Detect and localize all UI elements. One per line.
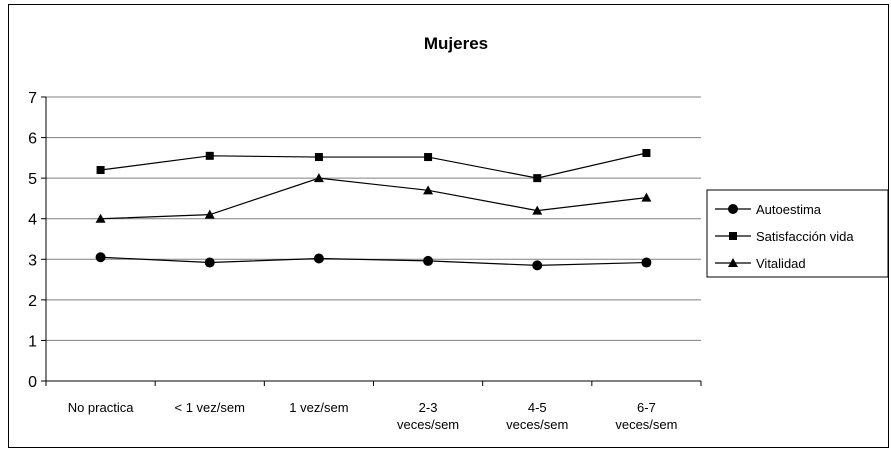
gridlines [46, 96, 701, 341]
legend-label-autoestima: Autoestima [756, 202, 822, 217]
y-tick-label-4: 4 [28, 212, 37, 229]
legend-label-vitalidad: Vitalidad [756, 256, 806, 271]
chart-frame: Mujeres 0 1 2 3 4 5 6 7 No practica < 1 vez/sem 1… [8, 4, 889, 448]
data-point-autoestima-0 [95, 252, 106, 263]
data-point-autoestima-1 [204, 257, 215, 268]
x-tick-label-2: 1 vez/sem [289, 400, 348, 415]
y-tick-label-3: 3 [28, 252, 37, 269]
data-point-vitalidad-3 [423, 185, 434, 195]
series-satisfacción-vida [96, 148, 651, 183]
data-point-vitalidad-2 [313, 173, 324, 183]
data-point-vitalidad-1 [204, 209, 215, 219]
y-axis-tick-labels: 0 1 2 3 4 5 6 7 [28, 90, 37, 391]
chart-title: Mujeres [424, 34, 488, 53]
axes [41, 96, 702, 386]
data-point-satisfacción-vida-0 [96, 166, 105, 175]
data-point-autoestima-5 [641, 257, 652, 268]
data-point-autoestima-4 [532, 260, 543, 271]
y-tick-label-1: 1 [28, 333, 37, 350]
data-point-satisfacción-vida-3 [424, 153, 433, 162]
x-tick-label-3-line-1: veces/sem [397, 417, 459, 432]
x-tick-label-1: < 1 vez/sem [175, 400, 245, 415]
x-tick-label-3-line-0: 2-3 [419, 400, 438, 415]
data-point-satisfacción-vida-4 [533, 174, 542, 183]
data-point-autoestima-2 [313, 253, 324, 264]
x-tick-label-4-line-0: 4-5 [528, 400, 547, 415]
data-point-satisfacción-vida-2 [314, 153, 323, 162]
data-point-vitalidad-0 [95, 213, 106, 223]
legend-marker-satisfacción-vida [729, 232, 737, 240]
data-point-vitalidad-5 [641, 192, 652, 202]
x-tick-label-5-line-1: veces/sem [615, 417, 677, 432]
legend-label-satisfacción-vida: Satisfacción vida [756, 229, 854, 244]
x-axis-tick-labels: No practica < 1 vez/sem 1 vez/sem 2-3 veces/… [68, 400, 678, 432]
series-line-vitalidad [100, 177, 647, 220]
series-vitalidad [95, 173, 652, 223]
data-point-vitalidad-4 [532, 205, 543, 215]
x-tick-label-4-line-1: veces/sem [506, 417, 568, 432]
y-tick-label-2: 2 [28, 293, 37, 310]
legend-marker-autoestima [728, 204, 738, 214]
y-tick-label-5: 5 [28, 171, 37, 188]
series-lines [95, 148, 652, 271]
data-point-autoestima-3 [423, 255, 434, 266]
y-tick-label-6: 6 [28, 131, 37, 148]
x-tick-label-5-line-0: 6-7 [637, 400, 656, 415]
series-line-autoestima [100, 256, 647, 266]
y-tick-label-7: 7 [28, 90, 37, 107]
series-line-satisfacción-vida [100, 152, 647, 179]
line-chart: Mujeres 0 1 2 3 4 5 6 7 No practica < 1 vez/sem 1… [28, 34, 888, 432]
x-tick-label-0: No practica [68, 400, 135, 415]
data-point-satisfacción-vida-1 [205, 151, 214, 160]
data-point-satisfacción-vida-5 [642, 148, 651, 157]
series-autoestima [95, 252, 652, 271]
legend-marker-vitalidad [728, 258, 738, 267]
legend: Autoestima Satisfacción vida Vitalidad [706, 189, 888, 278]
y-tick-label-0: 0 [28, 374, 37, 391]
